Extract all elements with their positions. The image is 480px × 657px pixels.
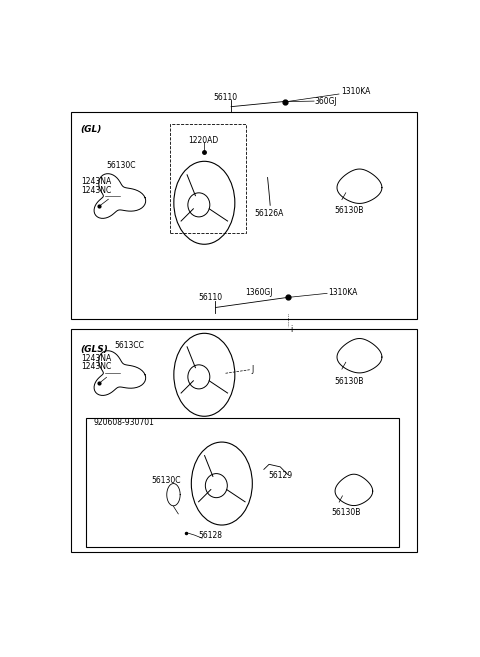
- Text: 56130B: 56130B: [331, 509, 360, 518]
- Text: 56130C: 56130C: [107, 162, 136, 170]
- Bar: [71, 112, 417, 319]
- Text: 56126A: 56126A: [254, 209, 284, 218]
- Text: 56130B: 56130B: [335, 377, 364, 386]
- Text: (GLS): (GLS): [81, 345, 108, 354]
- Text: (GL): (GL): [81, 125, 102, 134]
- Text: 920608-930701: 920608-930701: [94, 419, 155, 427]
- Bar: [86, 418, 398, 547]
- Text: 1310KA: 1310KA: [341, 87, 370, 96]
- Bar: [71, 329, 417, 552]
- Text: 1220AD: 1220AD: [188, 136, 218, 145]
- Text: 1243NA: 1243NA: [82, 353, 112, 363]
- Text: 1310KA: 1310KA: [328, 288, 357, 297]
- Text: 1243NA: 1243NA: [82, 177, 112, 186]
- Text: J: J: [252, 365, 254, 374]
- Text: 56110: 56110: [214, 93, 238, 102]
- Text: 5613CC: 5613CC: [114, 341, 144, 350]
- Text: 56130C: 56130C: [151, 476, 181, 484]
- Text: 56110: 56110: [199, 294, 223, 302]
- Text: 360GJ: 360GJ: [315, 97, 337, 106]
- Text: 1360GJ: 1360GJ: [245, 288, 273, 297]
- Text: 1243NC: 1243NC: [82, 362, 112, 371]
- Bar: [170, 124, 246, 233]
- Text: 56130B: 56130B: [335, 206, 364, 215]
- Text: 56129: 56129: [268, 472, 292, 480]
- Text: 56128: 56128: [199, 531, 223, 540]
- Text: 1243NC: 1243NC: [82, 186, 112, 194]
- Text: i: i: [290, 325, 292, 334]
